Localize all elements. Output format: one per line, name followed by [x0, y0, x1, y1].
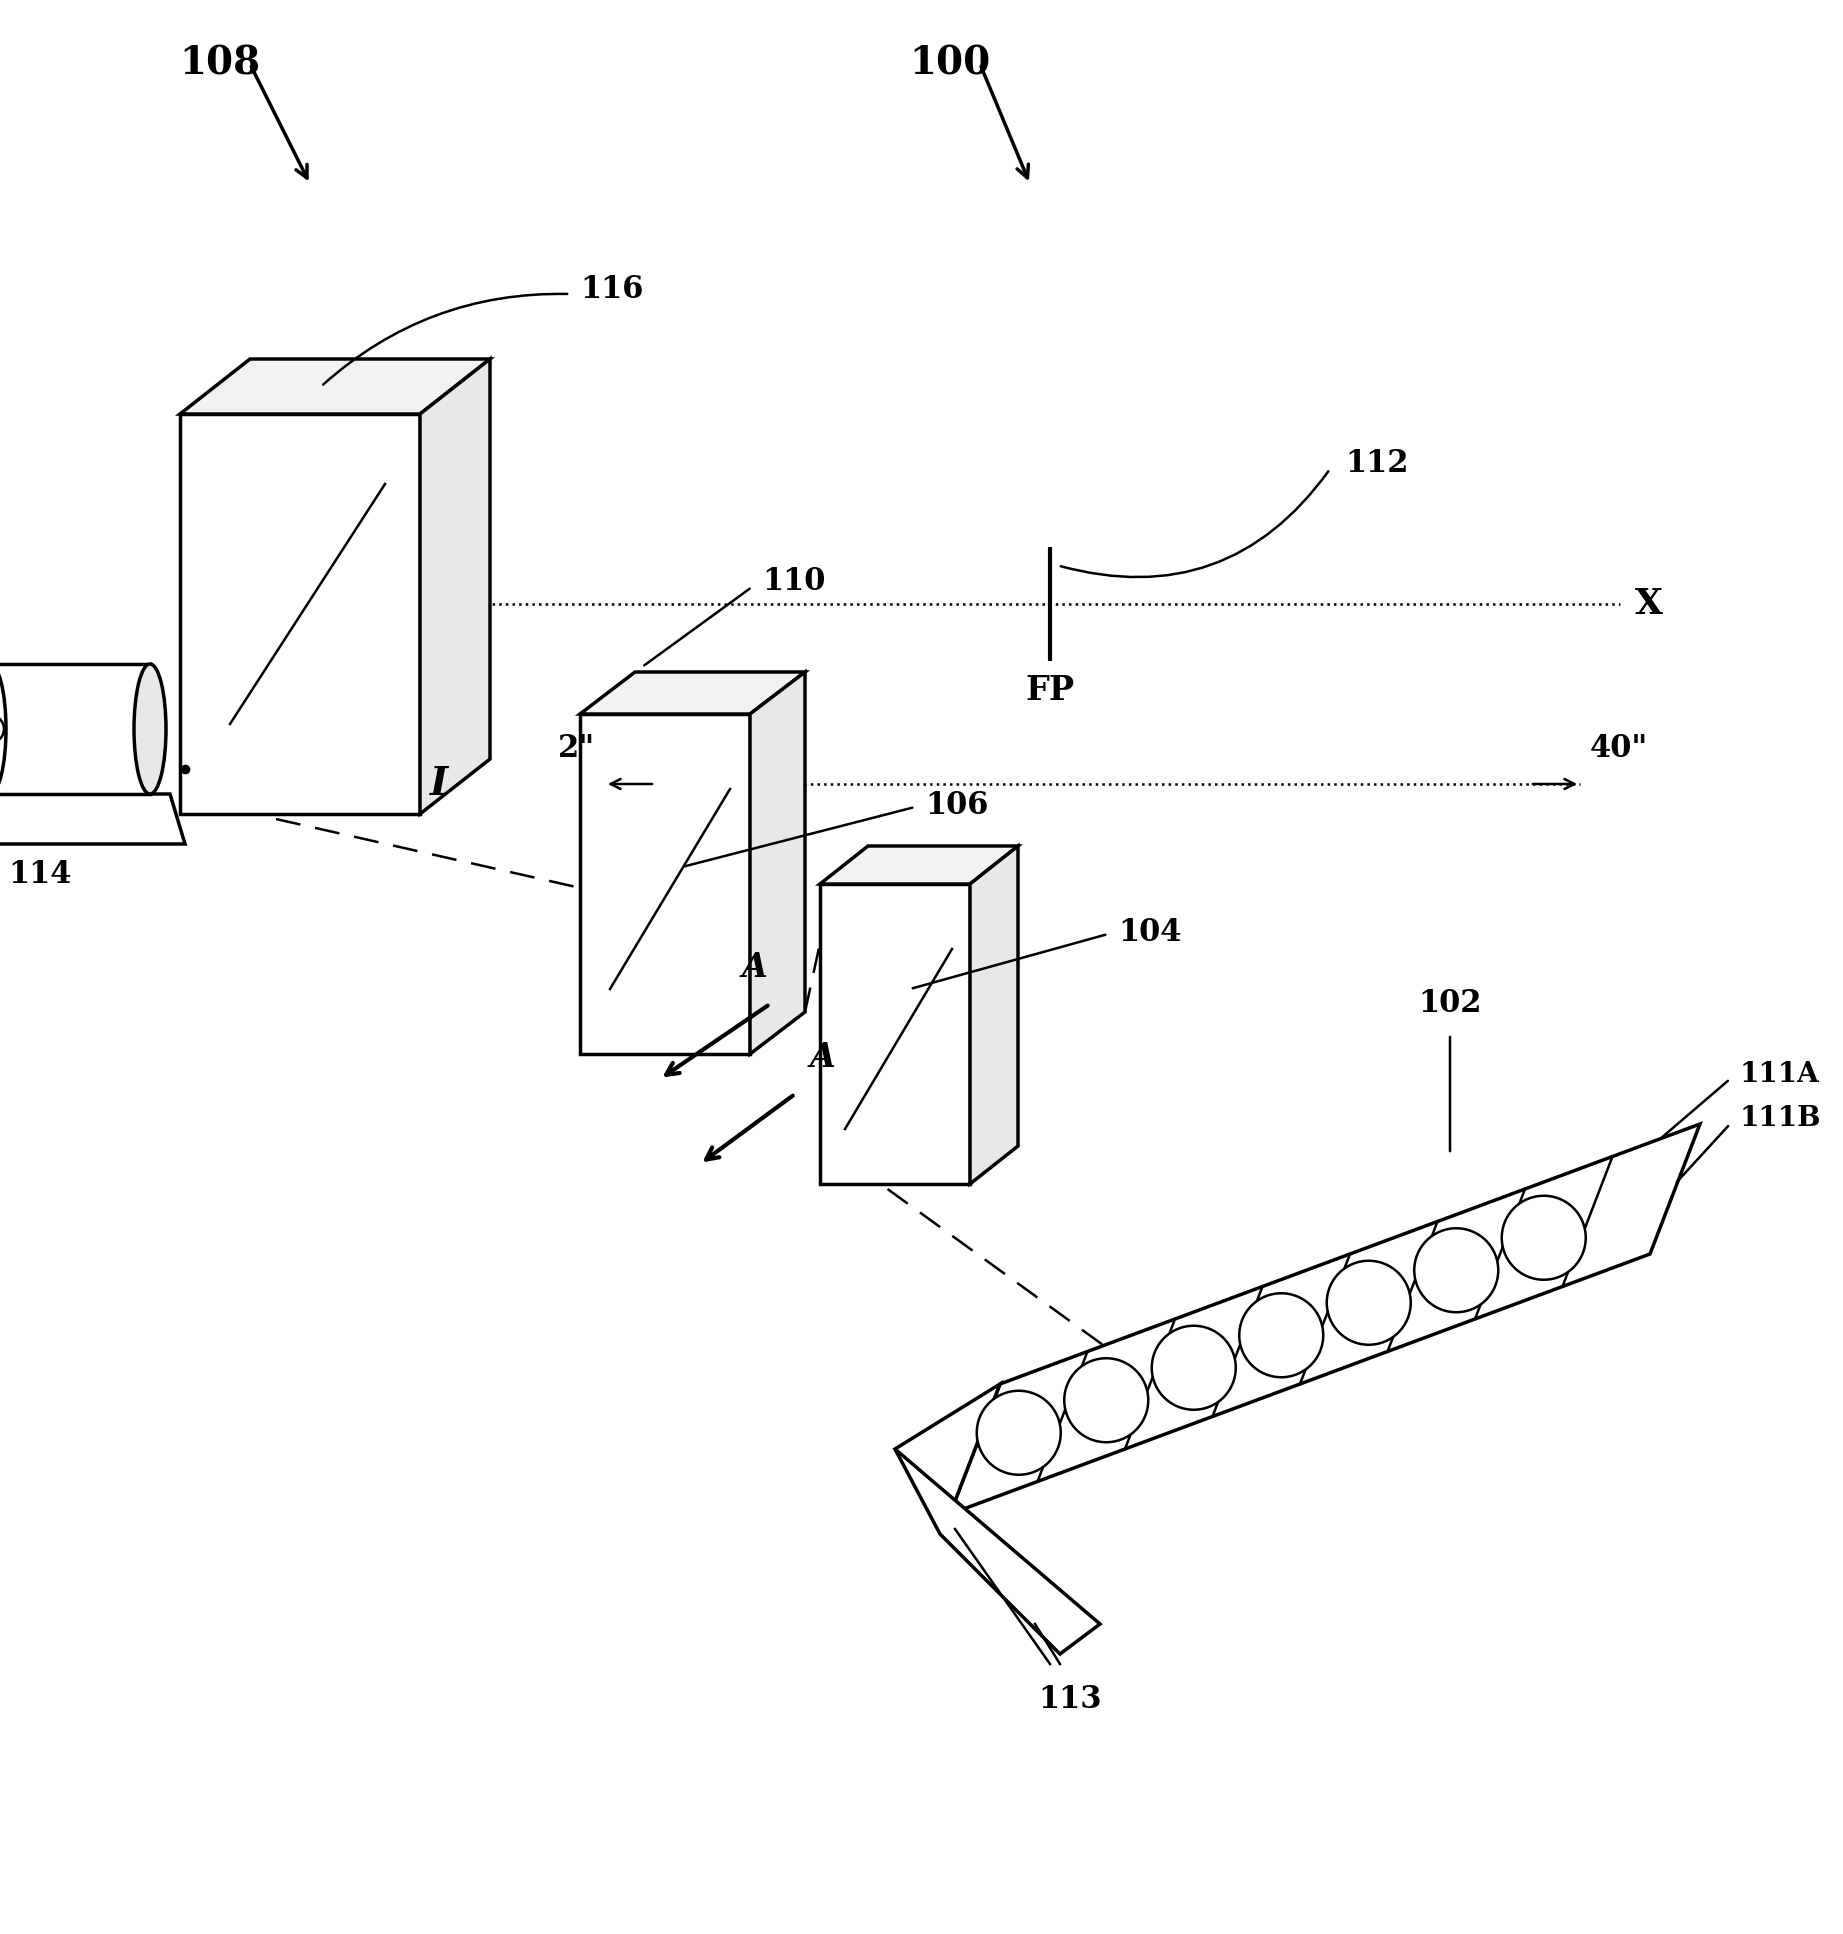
Polygon shape [181, 414, 420, 814]
Text: 110: 110 [761, 567, 826, 598]
Text: 116: 116 [581, 273, 643, 304]
Circle shape [1152, 1325, 1237, 1410]
Polygon shape [820, 845, 1017, 884]
Circle shape [1327, 1261, 1410, 1344]
Text: I: I [429, 766, 448, 803]
Text: FP: FP [1025, 675, 1074, 708]
Polygon shape [949, 1124, 1699, 1514]
Text: 111A: 111A [1740, 1060, 1819, 1087]
Text: 102: 102 [1419, 988, 1482, 1019]
Circle shape [1063, 1358, 1148, 1443]
Polygon shape [896, 1385, 1001, 1514]
Ellipse shape [135, 663, 166, 795]
Circle shape [0, 716, 4, 743]
Polygon shape [581, 714, 750, 1054]
Circle shape [1414, 1228, 1498, 1313]
Text: 114: 114 [7, 859, 72, 890]
Polygon shape [181, 360, 490, 414]
Polygon shape [420, 360, 490, 814]
Text: 111B: 111B [1740, 1106, 1821, 1133]
Polygon shape [820, 884, 969, 1184]
Polygon shape [0, 663, 149, 795]
Circle shape [977, 1391, 1062, 1476]
Text: 106: 106 [925, 789, 988, 820]
Text: A: A [811, 1040, 837, 1073]
Circle shape [1238, 1294, 1323, 1377]
Polygon shape [969, 845, 1017, 1184]
Text: 112: 112 [1345, 449, 1408, 480]
Ellipse shape [0, 663, 6, 795]
Text: 108: 108 [179, 44, 260, 81]
Text: 40": 40" [1591, 733, 1648, 764]
Polygon shape [581, 671, 805, 714]
Polygon shape [896, 1449, 1100, 1654]
Circle shape [1502, 1195, 1585, 1280]
Text: 2": 2" [558, 733, 595, 764]
Text: 104: 104 [1119, 917, 1181, 948]
Text: A: A [743, 952, 769, 984]
Text: X: X [1635, 588, 1662, 621]
Polygon shape [0, 795, 184, 843]
Polygon shape [750, 671, 805, 1054]
Text: 113: 113 [1038, 1685, 1102, 1715]
Text: 100: 100 [909, 44, 992, 81]
